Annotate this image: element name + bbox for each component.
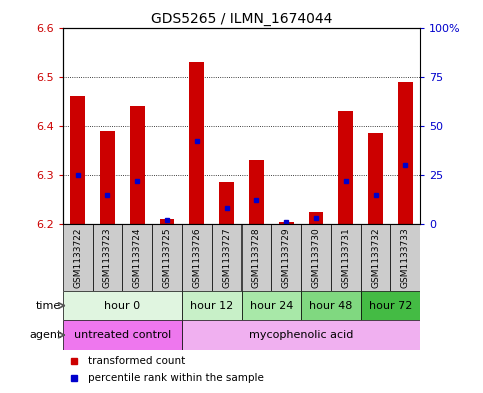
Text: hour 12: hour 12 [190, 301, 233, 310]
Text: GSM1133731: GSM1133731 [341, 227, 350, 288]
Text: GSM1133722: GSM1133722 [73, 227, 82, 288]
Bar [301, 224, 331, 291]
Bar [189, 62, 204, 224]
Text: GSM1133723: GSM1133723 [103, 227, 112, 288]
Bar [130, 106, 145, 224]
Bar [309, 212, 324, 224]
Bar [63, 291, 182, 320]
Text: hour 0: hour 0 [104, 301, 141, 310]
Bar [93, 224, 122, 291]
Bar [331, 224, 361, 291]
Text: transformed count: transformed count [88, 356, 185, 366]
Text: GSM1133732: GSM1133732 [371, 227, 380, 288]
Text: mycophenolic acid: mycophenolic acid [249, 330, 353, 340]
Text: untreated control: untreated control [74, 330, 171, 340]
Text: agent: agent [29, 330, 61, 340]
Text: GSM1133728: GSM1133728 [252, 227, 261, 288]
Bar [361, 291, 420, 320]
Text: GSM1133726: GSM1133726 [192, 227, 201, 288]
Text: hour 72: hour 72 [369, 301, 412, 310]
Bar [249, 160, 264, 224]
Bar [242, 291, 301, 320]
Bar [368, 133, 383, 224]
Bar [63, 320, 182, 350]
Bar [398, 82, 413, 224]
Bar [279, 222, 294, 224]
Bar [63, 224, 93, 291]
Bar [361, 224, 390, 291]
Bar [301, 291, 361, 320]
Text: hour 24: hour 24 [250, 301, 293, 310]
Bar [182, 224, 212, 291]
Bar [122, 224, 152, 291]
Text: GSM1133733: GSM1133733 [401, 227, 410, 288]
Text: GSM1133724: GSM1133724 [133, 227, 142, 288]
Text: percentile rank within the sample: percentile rank within the sample [88, 373, 264, 383]
Bar [182, 320, 420, 350]
Bar [212, 224, 242, 291]
Text: GSM1133729: GSM1133729 [282, 227, 291, 288]
Bar [182, 291, 242, 320]
Bar [271, 224, 301, 291]
Text: GSM1133727: GSM1133727 [222, 227, 231, 288]
Bar [338, 111, 353, 224]
Bar [100, 131, 115, 224]
Bar [242, 224, 271, 291]
Bar [152, 224, 182, 291]
Bar [159, 219, 174, 224]
Title: GDS5265 / ILMN_1674044: GDS5265 / ILMN_1674044 [151, 13, 332, 26]
Text: hour 48: hour 48 [309, 301, 353, 310]
Bar [219, 182, 234, 224]
Text: time: time [36, 301, 61, 310]
Text: GSM1133725: GSM1133725 [163, 227, 171, 288]
Bar [70, 96, 85, 224]
Bar [390, 224, 420, 291]
Text: GSM1133730: GSM1133730 [312, 227, 320, 288]
